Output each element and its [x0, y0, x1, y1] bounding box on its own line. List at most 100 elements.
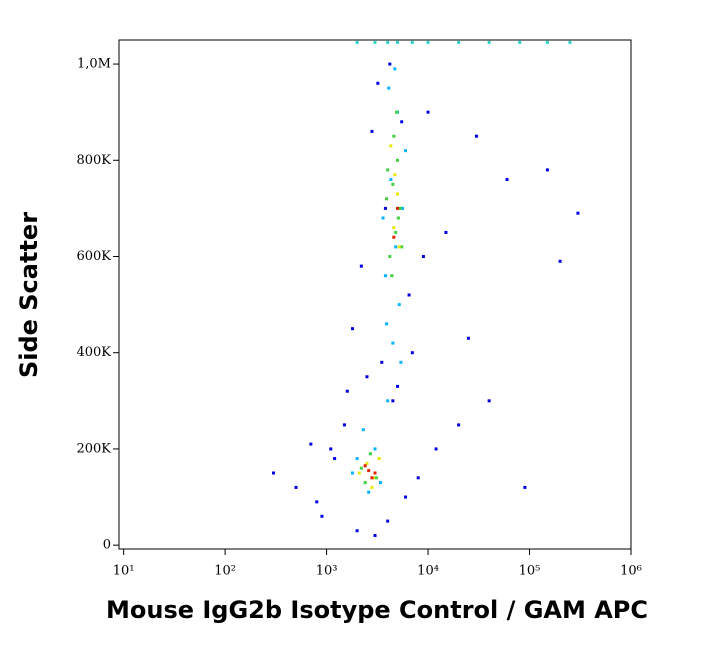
point	[390, 274, 394, 278]
point	[545, 168, 549, 172]
y-tick-label: 200K	[76, 441, 111, 456]
point	[365, 375, 369, 379]
x-tick-label: 10³	[316, 564, 338, 579]
point	[393, 173, 397, 177]
point	[387, 86, 391, 90]
point	[398, 206, 402, 210]
point	[386, 168, 390, 172]
point	[342, 423, 346, 427]
point	[394, 230, 398, 234]
point	[380, 360, 384, 364]
point	[377, 457, 381, 461]
point	[386, 519, 390, 523]
point	[404, 149, 408, 153]
point	[370, 476, 374, 480]
point	[383, 274, 387, 278]
point	[372, 476, 376, 480]
point	[568, 40, 572, 44]
point	[487, 40, 491, 44]
point	[315, 500, 319, 504]
point	[396, 216, 400, 220]
point	[391, 399, 395, 403]
point	[404, 495, 408, 499]
point	[576, 211, 580, 215]
x-tick-label: 10²	[214, 564, 236, 579]
point	[457, 423, 461, 427]
point	[383, 206, 387, 210]
point	[350, 327, 354, 331]
point	[368, 452, 372, 456]
point	[399, 360, 403, 364]
point	[392, 134, 396, 138]
point	[396, 206, 400, 210]
point	[359, 264, 363, 268]
point	[381, 216, 385, 220]
point	[350, 471, 354, 475]
point	[416, 476, 420, 480]
point	[487, 399, 491, 403]
point	[407, 293, 411, 297]
point	[386, 399, 390, 403]
point	[545, 40, 549, 44]
point	[309, 442, 313, 446]
point	[391, 341, 395, 345]
point	[367, 490, 371, 494]
point	[333, 457, 337, 461]
point	[320, 514, 324, 518]
point	[389, 144, 393, 148]
point	[426, 110, 430, 114]
point	[396, 40, 400, 44]
point	[396, 192, 400, 196]
point	[373, 40, 377, 44]
point	[466, 336, 470, 340]
point	[370, 129, 374, 133]
y-tick-label: 1,0M	[77, 57, 111, 72]
point	[385, 322, 389, 326]
point	[373, 471, 377, 475]
point	[397, 245, 401, 249]
point	[523, 485, 527, 489]
point	[374, 476, 378, 480]
point	[363, 464, 367, 468]
point	[388, 254, 392, 258]
point	[410, 40, 414, 44]
y-axis-title: Side Scatter	[15, 212, 43, 378]
y-tick-label: 600K	[76, 249, 111, 264]
point	[373, 534, 377, 538]
plot-frame	[118, 39, 632, 550]
point	[389, 178, 393, 182]
point	[444, 230, 448, 234]
point	[357, 471, 361, 475]
point	[518, 40, 522, 44]
point	[400, 245, 404, 249]
point	[365, 461, 369, 465]
point	[393, 67, 397, 71]
point	[355, 529, 359, 533]
point	[363, 481, 367, 485]
point	[434, 447, 438, 451]
point	[329, 447, 333, 451]
y-tick-label: 400K	[76, 345, 111, 360]
point	[396, 384, 400, 388]
x-tick-label: 10¹	[113, 564, 135, 579]
point	[474, 134, 478, 138]
point	[391, 182, 395, 186]
point	[355, 457, 359, 461]
point	[373, 447, 377, 451]
point	[376, 81, 380, 85]
point	[385, 197, 389, 201]
point	[272, 471, 276, 475]
x-tick-label: 10⁴	[417, 564, 439, 579]
y-tick-label: 800K	[76, 153, 111, 168]
point	[401, 206, 405, 210]
x-tick-label: 10⁵	[519, 564, 541, 579]
point	[558, 259, 562, 263]
point	[505, 178, 509, 182]
point	[410, 351, 414, 355]
point	[392, 226, 396, 230]
point	[370, 485, 374, 489]
point	[400, 120, 404, 124]
x-axis-title: Mouse IgG2b Isotype Control / GAM APC	[106, 596, 648, 624]
